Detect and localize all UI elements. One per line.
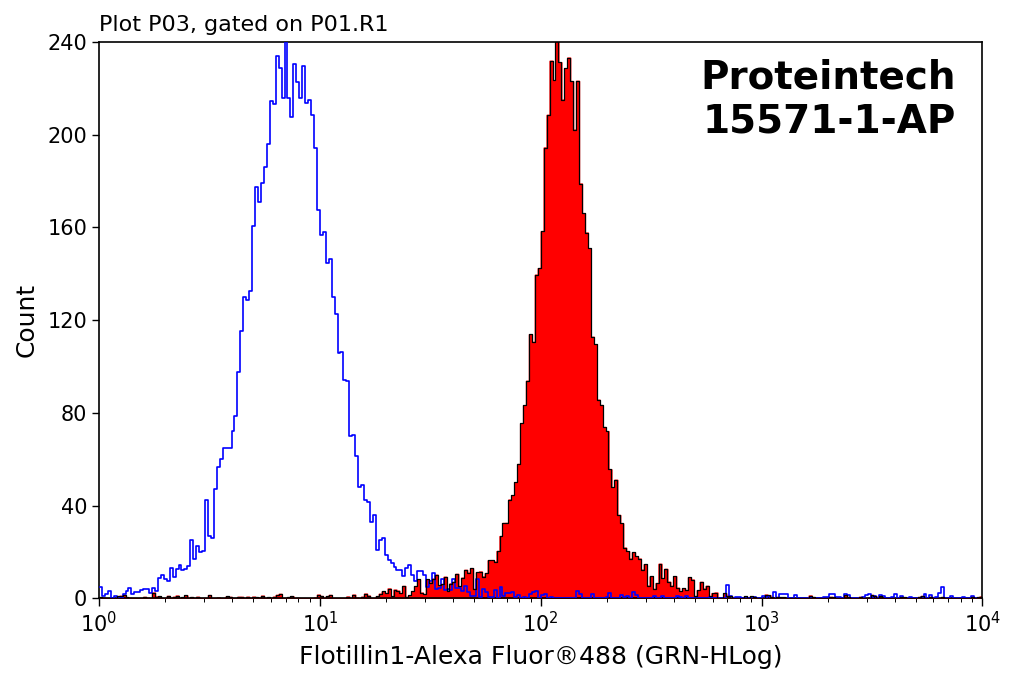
Text: Proteintech
15571-1-AP: Proteintech 15571-1-AP <box>700 59 956 141</box>
X-axis label: Flotillin1-Alexa Fluor®488 (GRN-HLog): Flotillin1-Alexa Fluor®488 (GRN-HLog) <box>299 645 782 669</box>
Y-axis label: Count: Count <box>15 283 39 357</box>
Text: Plot P03, gated on P01.R1: Plot P03, gated on P01.R1 <box>99 15 388 35</box>
